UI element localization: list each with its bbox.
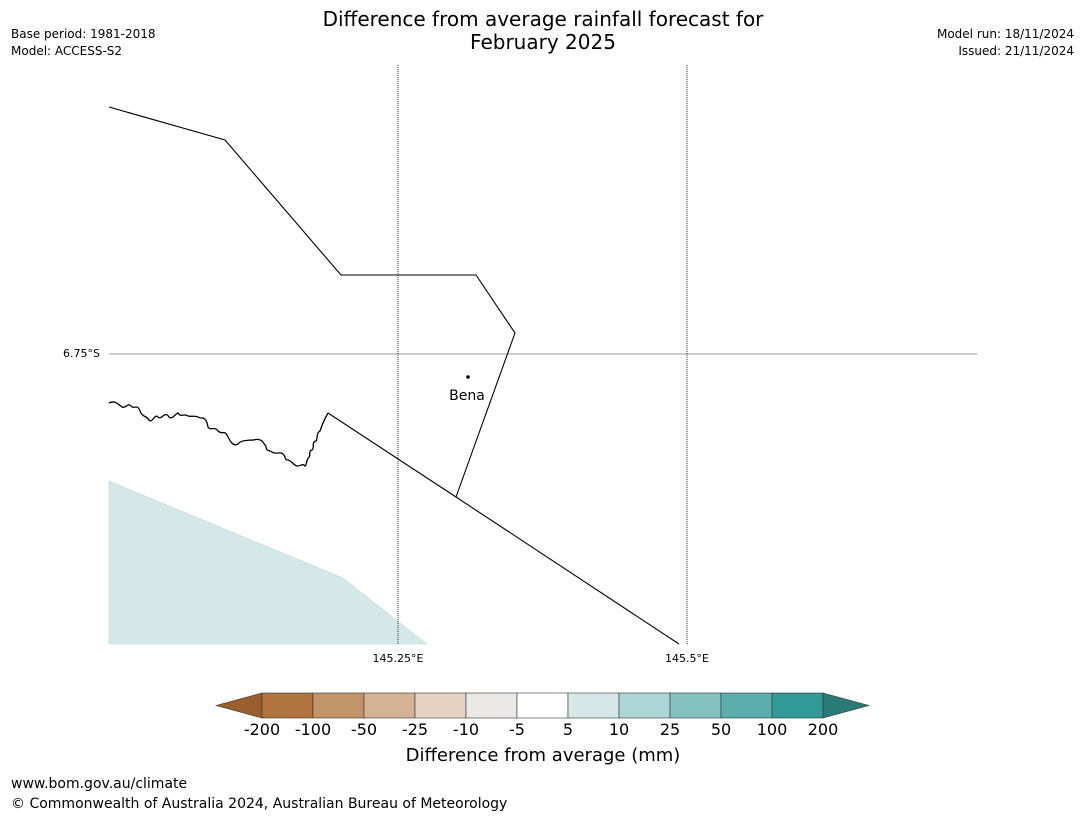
colorbar-tick-label: -25 — [401, 720, 429, 739]
longitude-label-2: 145.5°E — [665, 652, 709, 665]
colorbar-segment — [618, 692, 671, 719]
colorbar-tick-label: -100 — [294, 720, 332, 739]
colorbar-tick-label: 100 — [756, 720, 788, 739]
river-line — [108, 401, 329, 467]
map — [108, 65, 977, 645]
colorbar-segment — [669, 692, 722, 719]
bena-location-marker — [466, 375, 470, 379]
colorbar-segment — [771, 692, 824, 719]
colorbar-tick-label: 5 — [562, 720, 574, 739]
longitude-label-1: 145.25°E — [372, 652, 424, 665]
model-text: Model: ACCESS-S2 — [11, 44, 123, 58]
province-boundary-north — [108, 106, 516, 498]
colorbar-segment — [465, 692, 518, 719]
colorbar-label: Difference from average (mm) — [405, 745, 681, 766]
colorbar-tick-label: 25 — [659, 720, 681, 739]
colorbar-segment — [261, 692, 314, 719]
chart-title-line-1: Difference from average rainfall forecas… — [322, 7, 764, 31]
colorbar-segment — [363, 692, 416, 719]
colorbar-tick-label: -50 — [350, 720, 378, 739]
colorbar-tick-label: -200 — [243, 720, 281, 739]
colorbar-segment — [720, 692, 773, 719]
latitude-label: 6.75°S — [63, 347, 100, 360]
rainfall-shade-5-10 — [108, 480, 428, 645]
base-period-text: Base period: 1981-2018 — [11, 27, 156, 41]
colorbar-segment — [414, 692, 467, 719]
colorbar-tick-label: 200 — [807, 720, 839, 739]
colorbar-tick-label: -10 — [452, 720, 480, 739]
colorbar-segment — [567, 692, 620, 719]
colorbar-segment — [516, 692, 569, 719]
colorbar-tick-label: 50 — [710, 720, 732, 739]
province-boundary-south — [327, 412, 680, 645]
model-run-text: Model run: 18/11/2024 — [936, 27, 1074, 41]
colorbar-extend-high — [822, 692, 871, 719]
footer-copyright: © Commonwealth of Australia 2024, Austra… — [11, 796, 508, 812]
colorbar-segment — [312, 692, 365, 719]
place-label-bena: Bena — [449, 388, 485, 404]
colorbar-tick-label: 10 — [608, 720, 630, 739]
footer-url: www.bom.gov.au/climate — [11, 776, 188, 792]
colorbar-tick-label: -5 — [509, 720, 525, 739]
chart-title-line-2: February 2025 — [470, 30, 616, 54]
colorbar-extend-low — [214, 692, 263, 719]
issued-text: Issued: 21/11/2024 — [958, 44, 1074, 58]
